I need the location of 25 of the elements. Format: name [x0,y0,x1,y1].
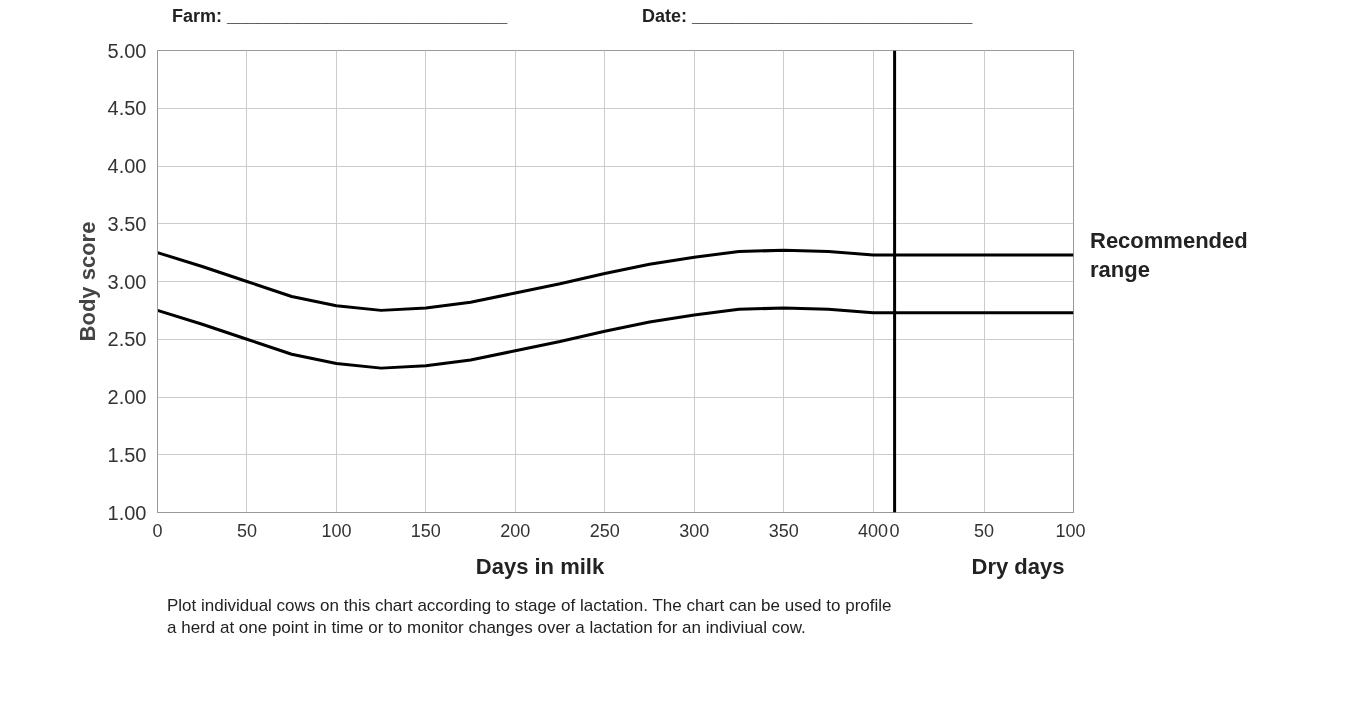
y-tick-label: 4.00 [107,155,147,177]
y-tick-label: 1.00 [107,501,147,524]
y-tick-label: 3.50 [107,212,147,235]
text: Recommended range [1090,227,1248,284]
x-tick-label: 300 [679,520,710,541]
y-tick-label: 2.00 [107,386,147,408]
y-tick-label: 4.50 [107,97,147,120]
x-tick-label: 50 [236,520,257,541]
x-tick-label: 100 [321,520,352,541]
text: Plot individual cows on this chart according to stage of lactation. The chart can be used to profile a herd at one point in time or to monitor changes over a lactation for an indiviual cow. [167,595,892,640]
x-tick-label: 150 [410,520,441,541]
text: Farm: ____________________________ [172,5,508,28]
x-tick-label: 250 [589,520,620,541]
text: Date: ____________________________ [642,5,973,28]
x-tick-label: 350 [768,520,799,541]
x-tick-label: 200 [500,520,531,541]
x-axis-title: Days in milk [475,553,605,581]
y-tick-label: 5.00 [107,39,147,62]
x-tick-label: 400 [858,520,889,541]
text: Dry days [971,553,1065,581]
y-tick-label: 2.50 [107,328,147,351]
y-tick-label: 3.00 [107,270,147,293]
x-tick-label: 0 [152,520,163,541]
y-tick-label: 1.50 [107,443,147,466]
y-axis-title: Body score [74,221,100,342]
